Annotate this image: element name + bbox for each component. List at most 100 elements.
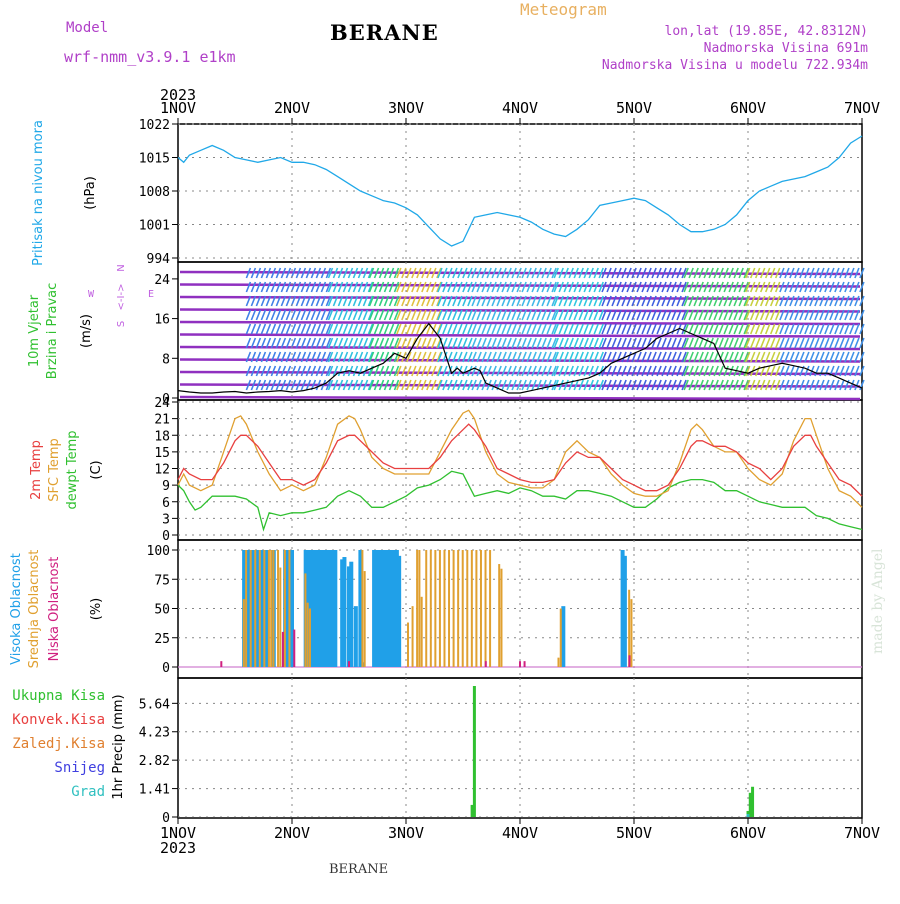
wind-barb	[501, 309, 507, 321]
wind-barb	[749, 337, 756, 349]
wind-barb	[774, 337, 781, 349]
wind-barb	[774, 295, 781, 307]
wind-barb	[471, 351, 477, 363]
wind-barb	[626, 309, 632, 321]
y-tick-label: 15	[154, 446, 170, 461]
wind-barb	[541, 267, 547, 279]
wind-barb	[481, 351, 487, 363]
wind-barb	[245, 267, 252, 279]
wind-barb	[583, 379, 589, 391]
wind-barb	[270, 337, 277, 349]
wind-barb	[598, 295, 604, 307]
wind-barb	[754, 309, 761, 321]
wind-barb	[779, 379, 785, 391]
wind-barb	[265, 351, 272, 363]
high-cloud-bar	[324, 550, 329, 667]
wind-barb	[546, 309, 552, 321]
wind-barb	[809, 281, 815, 293]
wind-barb	[601, 379, 607, 391]
wind-barb	[598, 267, 604, 279]
high-cloud-bar	[376, 550, 381, 667]
wind-barb	[327, 379, 334, 391]
wind-barb	[260, 295, 267, 307]
wind-barb	[406, 295, 412, 307]
wind-barb	[315, 323, 322, 335]
wind-barb	[563, 267, 569, 279]
wind-barb	[280, 281, 287, 293]
wind-barb	[688, 337, 694, 349]
wind-barb	[411, 309, 417, 321]
wind-barb	[839, 337, 845, 349]
wind-barb	[703, 309, 709, 321]
wind-barb	[794, 323, 800, 335]
wind-barb	[636, 267, 642, 279]
y-tick-label: 1022	[139, 118, 170, 133]
wind-barb	[491, 365, 497, 377]
wind-barb	[447, 323, 453, 335]
wind-barb	[698, 379, 704, 391]
wind-barb	[551, 351, 557, 363]
wind-barb	[693, 309, 699, 321]
wind-barb	[573, 295, 579, 307]
wind-barb	[723, 323, 729, 335]
wind-barb	[688, 295, 694, 307]
wind-barb	[708, 309, 714, 321]
mid-cloud-bar	[411, 606, 414, 667]
high-cloud-bar	[358, 550, 363, 667]
wind-barb	[621, 323, 627, 335]
wind-barb	[568, 323, 574, 335]
wind-barb	[738, 337, 744, 349]
wind-barb	[396, 379, 402, 391]
wind-barb	[698, 267, 704, 279]
wind-barb	[738, 267, 744, 279]
wind-barb	[573, 323, 579, 335]
wind-barb	[598, 281, 604, 293]
wind-barb	[265, 281, 272, 293]
high-cloud-bar	[290, 550, 294, 667]
wind-barb	[819, 309, 825, 321]
wind-barb	[738, 295, 744, 307]
temp-unit-label: (C)	[89, 460, 104, 479]
wind-barb	[447, 281, 453, 293]
wind-barb	[829, 309, 835, 321]
wind-barb	[501, 267, 507, 279]
wind-barb	[854, 379, 860, 391]
high-cloud-bar	[561, 606, 566, 667]
wind-barb	[260, 267, 267, 279]
compass-arrow-label: <-I->	[116, 284, 127, 311]
wind-barb	[681, 295, 687, 307]
wind-barb	[573, 281, 579, 293]
wind-barb	[789, 267, 795, 279]
wind-barb	[769, 309, 776, 321]
wind-barb	[708, 323, 714, 335]
wind-barb	[809, 351, 815, 363]
low-cloud-bar	[348, 661, 350, 667]
wind-barb	[611, 281, 617, 293]
wind-barb	[506, 267, 512, 279]
high-cloud-bar	[321, 550, 326, 667]
wind-barb	[854, 295, 860, 307]
wind-barb	[839, 365, 845, 377]
wind-barb	[558, 323, 564, 335]
wind-barb	[666, 351, 672, 363]
pressure-unit-label: (hPa)	[83, 176, 98, 210]
wind-barb	[744, 379, 751, 391]
wind-barb	[829, 295, 835, 307]
wind-barb	[568, 337, 574, 349]
wind-barb	[588, 337, 594, 349]
wind-barb	[583, 337, 589, 349]
wind-barb	[839, 281, 845, 293]
mid-cloud-bar	[559, 608, 562, 667]
wind-barb	[442, 267, 448, 279]
wind-barb	[824, 281, 830, 293]
wind-barb	[388, 267, 395, 279]
low-cloud-bar	[484, 661, 487, 667]
wind-barb	[859, 295, 865, 307]
wind-barb	[352, 295, 359, 307]
wind-barb	[713, 295, 719, 307]
wind-barb	[703, 323, 709, 335]
high-cloud-bar	[264, 550, 269, 667]
wind-barb	[452, 281, 458, 293]
wind-barb	[280, 323, 287, 335]
wind-barb	[779, 365, 785, 377]
